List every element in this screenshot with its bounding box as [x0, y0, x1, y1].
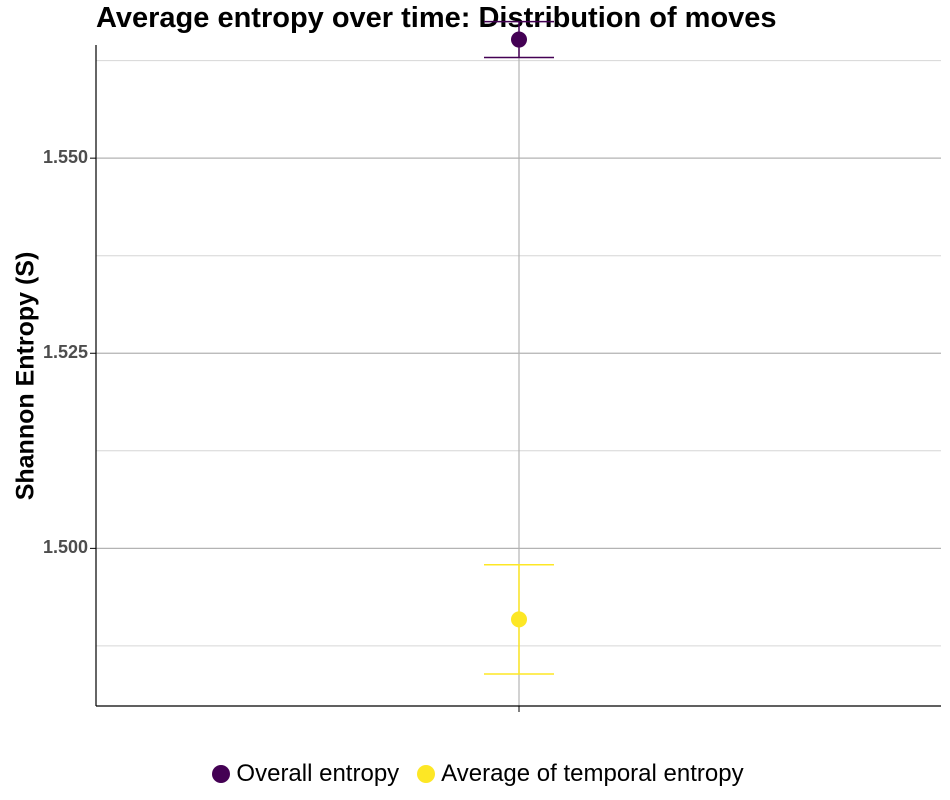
legend: Overall entropy Average of temporal entr…: [0, 756, 950, 792]
grid: [96, 45, 941, 706]
data-point-1: [511, 611, 527, 628]
y-ticks: 1.500 1.525 1.550: [43, 147, 96, 557]
legend-label-overall: Overall entropy: [236, 760, 400, 787]
y-tick-label: 1.500: [43, 537, 88, 557]
y-tick-label: 1.550: [43, 147, 88, 167]
legend-item-temporal: Average of temporal entropy: [411, 760, 744, 788]
data-point-0: [511, 31, 527, 48]
legend-label-temporal: Average of temporal entropy: [441, 760, 744, 787]
chart-title: Average entropy over time: Distribution …: [96, 2, 777, 34]
legend-key-temporal: [417, 765, 436, 783]
y-tick-label: 1.525: [43, 342, 88, 362]
legend-item-overall: Overall entropy: [206, 760, 399, 788]
legend-key-overall: [212, 765, 231, 783]
data-marks: [484, 20, 554, 675]
y-axis-label: Shannon Entropy (S): [12, 252, 40, 501]
